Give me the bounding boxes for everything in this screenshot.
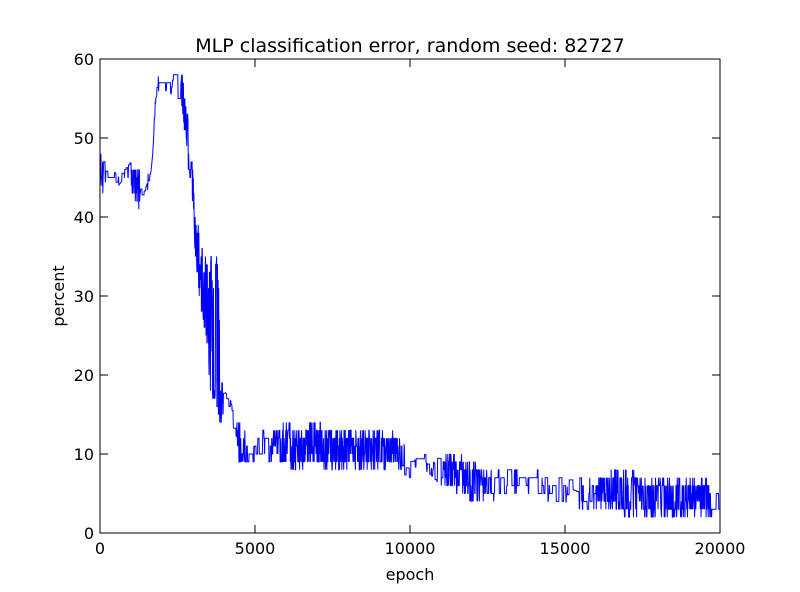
y-tick-label: 40 bbox=[74, 208, 94, 227]
x-tick-label: 20000 bbox=[695, 539, 746, 558]
plot-area bbox=[100, 74, 720, 518]
x-axis-label: epoch bbox=[386, 565, 435, 584]
y-tick-label: 50 bbox=[74, 129, 94, 148]
y-tick-label: 20 bbox=[74, 366, 94, 385]
x-tick-label: 15000 bbox=[540, 539, 591, 558]
series-line-0 bbox=[100, 74, 720, 518]
x-tick-label: 10000 bbox=[385, 539, 436, 558]
x-tick-label: 0 bbox=[95, 539, 105, 558]
y-tick-label: 30 bbox=[74, 287, 94, 306]
y-tick-label: 10 bbox=[74, 445, 94, 464]
y-tick-label: 60 bbox=[74, 50, 94, 69]
x-tick-label: 5000 bbox=[235, 539, 276, 558]
y-axis-label: percent bbox=[49, 265, 68, 326]
chart-title: MLP classification error, random seed: 8… bbox=[195, 35, 624, 57]
axes-frame bbox=[99, 58, 721, 534]
y-tick-label: 0 bbox=[84, 524, 94, 543]
